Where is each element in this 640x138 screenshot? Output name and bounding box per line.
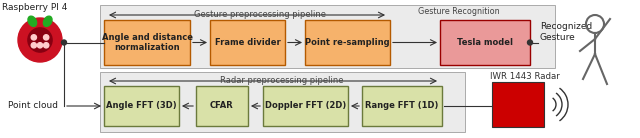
Circle shape: [31, 35, 36, 40]
FancyBboxPatch shape: [210, 20, 285, 65]
FancyBboxPatch shape: [440, 20, 530, 65]
Text: Angle FFT (3D): Angle FFT (3D): [106, 102, 177, 111]
Circle shape: [44, 43, 49, 48]
Circle shape: [31, 43, 36, 48]
FancyBboxPatch shape: [104, 86, 179, 126]
FancyBboxPatch shape: [263, 86, 348, 126]
Text: IWR 1443 Radar: IWR 1443 Radar: [490, 72, 560, 81]
FancyBboxPatch shape: [104, 20, 190, 65]
Text: Gesture preprocessing pipeline: Gesture preprocessing pipeline: [194, 10, 326, 19]
Text: Range FFT (1D): Range FFT (1D): [365, 102, 438, 111]
Text: Frame divider: Frame divider: [214, 38, 280, 47]
Ellipse shape: [28, 16, 36, 26]
Text: Raspberry PI 4: Raspberry PI 4: [2, 3, 67, 12]
Text: Doppler FFT (2D): Doppler FFT (2D): [265, 102, 346, 111]
FancyBboxPatch shape: [492, 82, 544, 127]
FancyBboxPatch shape: [100, 5, 555, 68]
Text: Point re-sampling: Point re-sampling: [305, 38, 390, 47]
Text: CFAR: CFAR: [210, 102, 234, 111]
Circle shape: [61, 40, 67, 45]
Circle shape: [37, 43, 43, 48]
Ellipse shape: [44, 16, 52, 26]
Text: Tesla model: Tesla model: [457, 38, 513, 47]
Text: Recognized
Gesture: Recognized Gesture: [540, 22, 592, 42]
Circle shape: [28, 28, 52, 52]
Text: Point cloud: Point cloud: [8, 102, 58, 111]
FancyBboxPatch shape: [305, 20, 390, 65]
Circle shape: [527, 40, 532, 45]
FancyBboxPatch shape: [362, 86, 442, 126]
Text: Radar preprocessing pipeline: Radar preprocessing pipeline: [220, 76, 344, 85]
Circle shape: [18, 18, 62, 62]
Text: Gesture Recognition: Gesture Recognition: [418, 7, 500, 16]
Text: Angle and distance
normalization: Angle and distance normalization: [102, 33, 193, 52]
Circle shape: [44, 35, 49, 40]
FancyBboxPatch shape: [100, 72, 465, 132]
FancyBboxPatch shape: [196, 86, 248, 126]
